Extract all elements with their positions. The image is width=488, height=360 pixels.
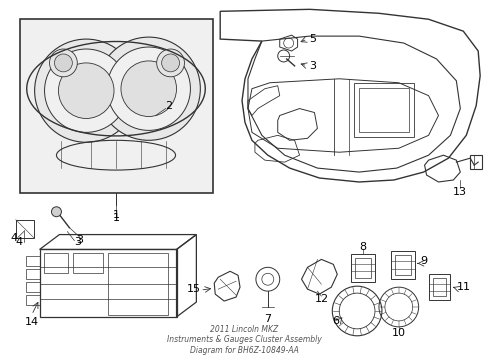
Bar <box>354 258 370 278</box>
Text: 1: 1 <box>112 210 119 220</box>
Bar <box>394 255 410 275</box>
Circle shape <box>35 39 138 142</box>
Text: 9: 9 <box>420 256 427 266</box>
Bar <box>390 251 414 279</box>
Bar <box>26 295 40 305</box>
Bar <box>20 19 213 193</box>
Text: 4: 4 <box>16 237 23 247</box>
Circle shape <box>97 37 200 140</box>
Text: 3: 3 <box>76 234 82 244</box>
Circle shape <box>156 49 184 77</box>
Bar <box>432 278 446 296</box>
Bar <box>40 249 176 317</box>
Bar <box>26 282 40 292</box>
Bar <box>16 220 34 238</box>
Text: 2: 2 <box>164 100 172 111</box>
Circle shape <box>107 47 190 130</box>
Text: 5: 5 <box>309 34 316 44</box>
Text: 10: 10 <box>391 328 405 338</box>
Circle shape <box>51 207 61 217</box>
Text: 4: 4 <box>10 233 17 243</box>
Bar <box>469 155 481 169</box>
Bar <box>350 255 374 282</box>
Text: 7: 7 <box>264 314 271 324</box>
Circle shape <box>121 61 176 117</box>
Bar <box>26 269 40 279</box>
Text: 14: 14 <box>24 317 39 327</box>
Circle shape <box>162 54 179 72</box>
Text: 6: 6 <box>331 316 339 326</box>
Text: 13: 13 <box>452 187 467 197</box>
Bar <box>73 253 103 273</box>
Text: 8: 8 <box>359 243 366 252</box>
Text: 12: 12 <box>314 294 328 304</box>
Bar <box>353 83 413 137</box>
Circle shape <box>54 54 72 72</box>
Bar <box>108 253 167 315</box>
Bar <box>43 253 68 273</box>
Text: 3: 3 <box>74 237 81 247</box>
Text: 11: 11 <box>455 282 469 292</box>
Circle shape <box>59 63 114 118</box>
Text: 15: 15 <box>186 284 200 294</box>
Circle shape <box>49 49 77 77</box>
Circle shape <box>44 49 128 132</box>
Bar <box>358 88 408 132</box>
Bar <box>26 256 40 266</box>
Text: 3: 3 <box>309 61 316 71</box>
Text: 2011 Lincoln MKZ
Instruments & Gauges Cluster Assembly
Diagram for BH6Z-10849-AA: 2011 Lincoln MKZ Instruments & Gauges Cl… <box>166 325 321 355</box>
Text: 1: 1 <box>112 213 119 223</box>
Bar <box>427 274 449 300</box>
